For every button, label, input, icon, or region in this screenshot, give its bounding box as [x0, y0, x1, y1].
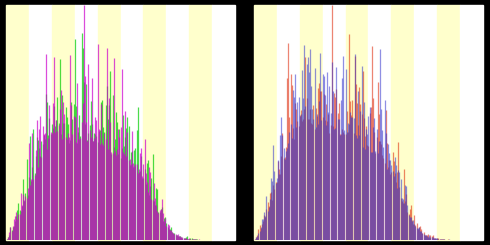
Bar [254, 5, 277, 240]
Bar [144, 5, 167, 240]
Bar [29, 5, 52, 240]
Bar [121, 5, 144, 240]
Bar [277, 5, 300, 240]
Bar [460, 5, 483, 240]
Bar [98, 5, 121, 240]
Bar [437, 5, 460, 240]
Bar [322, 5, 345, 240]
Bar [52, 5, 74, 240]
Bar [345, 5, 368, 240]
Bar [368, 5, 392, 240]
Bar [212, 5, 235, 240]
Bar [6, 5, 29, 240]
Bar [189, 5, 212, 240]
Bar [300, 5, 322, 240]
Bar [392, 5, 415, 240]
Bar [74, 5, 98, 240]
Bar [415, 5, 437, 240]
Bar [167, 5, 189, 240]
